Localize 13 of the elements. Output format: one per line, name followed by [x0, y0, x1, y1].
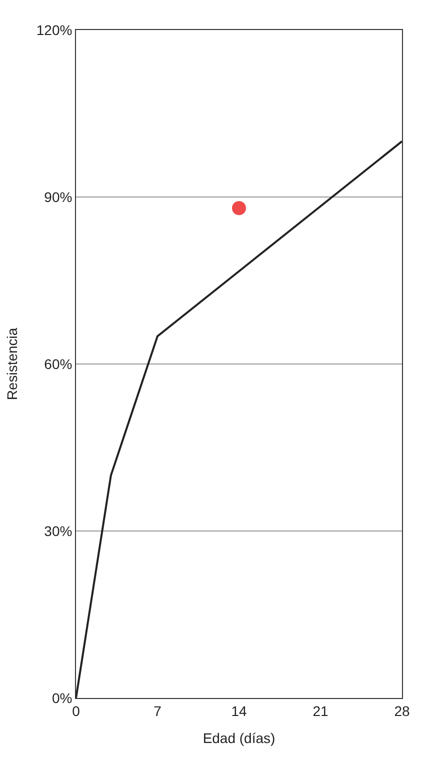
y-tick-label: 30%: [44, 522, 72, 539]
x-tick-label: 14: [231, 702, 247, 719]
x-tick-label: 28: [394, 702, 410, 719]
x-tick-label: 21: [312, 702, 328, 719]
line-series: [76, 140, 402, 698]
x-tick-label: 0: [72, 702, 80, 719]
y-tick-label: 0%: [52, 690, 72, 706]
y-axis-title: Resistencia: [4, 328, 20, 400]
x-axis-title: Edad (días): [202, 730, 276, 746]
y-tick-label: 90%: [44, 188, 72, 205]
y-tick-label: 60%: [44, 356, 72, 372]
x-tick-label: 7: [154, 702, 162, 719]
y-tick-label: 120%: [36, 22, 72, 38]
